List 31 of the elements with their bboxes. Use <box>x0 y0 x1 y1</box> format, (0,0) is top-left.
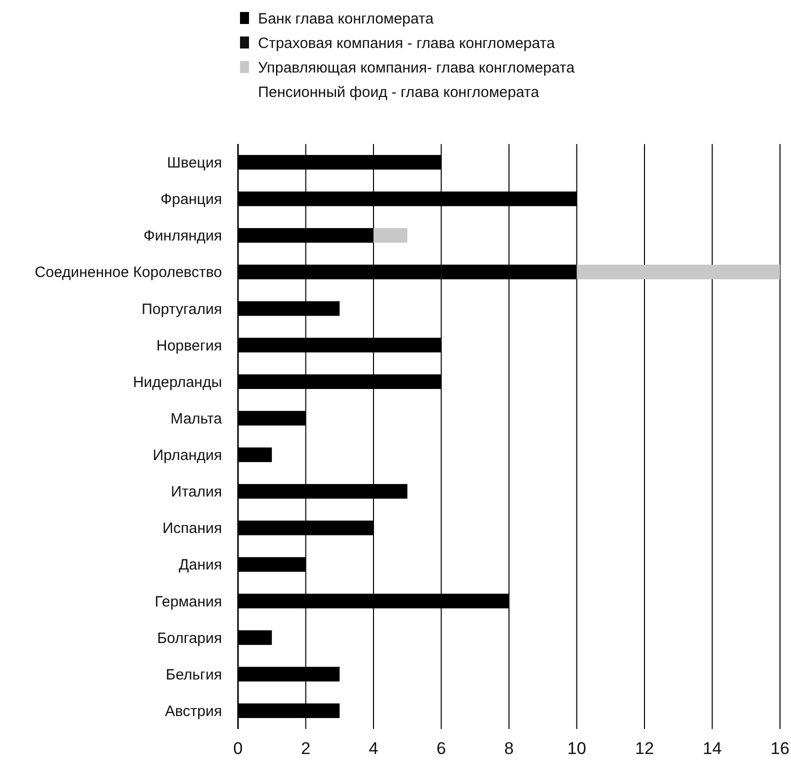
y-tick-label: Германия <box>154 593 222 610</box>
y-tick-label: Мальта <box>170 410 223 428</box>
legend-label: Страховая компания - глава конгломерата <box>258 34 556 52</box>
y-tick-label: Соединенное Королевство <box>34 264 222 282</box>
y-tick-label: Ирландия <box>152 447 222 464</box>
x-tick-label: 0 <box>233 739 243 758</box>
y-tick-label: Болгария <box>157 630 222 647</box>
x-tick-label: 8 <box>504 739 514 758</box>
bar <box>576 264 780 280</box>
x-tick-label: 14 <box>702 739 722 758</box>
y-tick-label: Финляндия <box>144 228 222 245</box>
x-tick-label: 2 <box>301 739 310 758</box>
y-tick-label: Португалия <box>142 300 222 318</box>
x-tick-label: 10 <box>567 739 586 758</box>
y-tick-label: Италия <box>170 484 222 501</box>
legend-label: Банк глава конгломерата <box>258 10 434 28</box>
y-tick-label: Норвегия <box>156 337 222 354</box>
y-tick-label: Бельгия <box>166 666 222 684</box>
y-tick-label: Дания <box>178 556 222 574</box>
y-tick-label: Франция <box>160 191 222 208</box>
text: Пенсионный фоид - глава конгломерата <box>258 84 540 101</box>
x-tick-label: 16 <box>770 739 790 758</box>
x-tick-label: 6 <box>436 739 446 758</box>
bar <box>374 228 408 243</box>
legend-label: Управляющая компания- глава конгломерата <box>258 59 576 76</box>
x-tick-label: 4 <box>368 739 378 758</box>
y-tick-label: Испания <box>162 520 222 538</box>
x-tick-label: 12 <box>635 739 654 758</box>
y-tick-label: Швеция <box>167 154 222 172</box>
y-tick-label: Австрия <box>164 702 222 720</box>
y-tick-label: Нидерланды <box>132 374 222 391</box>
